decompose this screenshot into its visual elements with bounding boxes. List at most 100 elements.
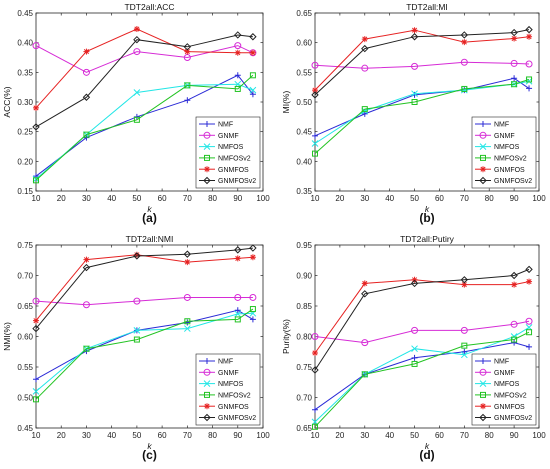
data-point <box>183 43 192 51</box>
x-tick-label: 70 <box>460 194 469 203</box>
legend-marker <box>203 131 211 139</box>
data-point <box>82 93 91 101</box>
x-tick-label: 100 <box>256 194 270 203</box>
series-gnmfos <box>33 26 256 111</box>
data-point <box>510 271 518 280</box>
data-point <box>133 35 141 44</box>
chart-panel-4: 10 20 30 40 50 60 70 80 90 100 0.65 0.70 0.75 0.80 0.8… <box>281 234 546 462</box>
legend-marker <box>480 166 486 173</box>
legend-entry: NMF <box>475 121 509 129</box>
data-point <box>312 150 318 157</box>
y-tick-label: 0.65 <box>296 9 312 18</box>
legend-marker <box>480 391 486 398</box>
x-tick-label: 80 <box>208 431 217 440</box>
data-point <box>312 132 318 139</box>
data-point <box>361 280 368 287</box>
x-tick-label: 10 <box>311 431 320 440</box>
data-point <box>249 91 256 98</box>
data-point <box>312 87 318 94</box>
legend-entry: GNMFOS <box>475 403 525 411</box>
y-tick-label: 0.85 <box>296 302 312 311</box>
legend-box <box>195 353 261 426</box>
x-tick-label: 80 <box>485 431 494 440</box>
data-point <box>133 89 141 96</box>
data-point <box>184 48 191 55</box>
data-point <box>32 388 40 395</box>
y-tick-label: 0.45 <box>17 424 33 433</box>
series-gnmfosv2 <box>311 265 533 374</box>
x-tick-label: 60 <box>435 194 444 203</box>
data-point <box>510 59 518 67</box>
x-axis-label: k <box>147 441 152 451</box>
data-point <box>82 301 90 309</box>
data-point <box>83 345 90 352</box>
x-tick-label: 40 <box>385 431 394 440</box>
legend-marker <box>479 131 487 139</box>
series-line <box>35 312 253 392</box>
data-point <box>511 35 518 42</box>
data-point <box>249 293 257 301</box>
data-point <box>411 326 419 334</box>
x-tick-label: 90 <box>510 194 519 203</box>
data-point <box>184 318 191 325</box>
series-nmfosv2 <box>312 329 533 430</box>
data-point <box>33 396 39 403</box>
data-point <box>511 281 518 288</box>
data-point <box>183 250 192 258</box>
legend-label: GNMFOSv2 <box>218 178 256 185</box>
legend-entry: NMF <box>199 358 233 366</box>
data-point <box>460 326 468 334</box>
data-point <box>461 281 468 288</box>
legend-entry: NMFOSv2 <box>475 154 527 163</box>
legend-entry: NMF <box>199 121 233 129</box>
chart-title: TDT2all:MI <box>406 2 448 12</box>
x-tick-label: 20 <box>335 194 344 203</box>
y-tick-label: 0.80 <box>296 333 312 342</box>
legend: NMF GNMF NMFOS NMFOSv2 GNMFOS GNMFOSv2 <box>195 116 261 189</box>
series-line <box>35 74 254 177</box>
x-tick-label: 80 <box>485 194 494 203</box>
legend: NMF GNMF NMFOS NMFOSv2 GNMFOS GNMFOSv2 <box>471 116 537 189</box>
y-tick-label: 0.25 <box>17 128 33 137</box>
x-tick-label: 50 <box>132 194 141 203</box>
x-tick-label: 40 <box>107 194 116 203</box>
legend-entry: NMFOS <box>199 380 244 388</box>
data-point <box>361 44 369 53</box>
legend-marker <box>203 413 211 422</box>
data-point <box>133 336 140 343</box>
x-tick-label: 50 <box>132 431 141 440</box>
x-tick-label: 90 <box>233 431 242 440</box>
legend-marker <box>204 403 210 410</box>
data-point <box>526 329 533 336</box>
data-point <box>411 62 419 70</box>
chart-title: TDT2all:ACC <box>124 2 174 12</box>
data-point <box>411 345 418 353</box>
y-tick-label: 0.70 <box>296 394 312 403</box>
legend-entry: GNMF <box>475 131 515 140</box>
data-point <box>32 42 40 50</box>
series-gnmfosv2 <box>311 25 533 99</box>
x-tick-label: 30 <box>82 431 91 440</box>
data-point <box>361 106 368 113</box>
legend-entry: GNMFOSv2 <box>199 176 256 185</box>
legend-entry: NMFOSv2 <box>199 154 251 163</box>
legend-marker <box>479 413 487 422</box>
legend: NMF GNMF NMFOS NMFOSv2 GNMFOS GNMFOSv2 <box>471 353 537 426</box>
legend-marker <box>480 358 486 364</box>
x-tick-label: 20 <box>57 431 66 440</box>
legend: NMF GNMF NMFOS NMFOSv2 GNMFOS GNMFOSv2 <box>195 353 261 426</box>
x-axis-label: k <box>425 441 430 451</box>
data-point <box>249 316 256 323</box>
x-tick-label: 10 <box>32 431 41 440</box>
x-tick-label: 50 <box>410 431 419 440</box>
data-point <box>249 306 256 313</box>
legend-label: NMF <box>218 359 233 366</box>
x-tick-label: 60 <box>158 194 167 203</box>
data-point <box>460 58 468 66</box>
legend-entry: NMF <box>475 358 509 366</box>
legend-label: NMFOS <box>218 144 244 151</box>
data-point <box>311 91 319 99</box>
data-point <box>460 351 468 359</box>
legend-entry: GNMFOSv2 <box>475 176 532 185</box>
legend-marker <box>203 368 211 376</box>
